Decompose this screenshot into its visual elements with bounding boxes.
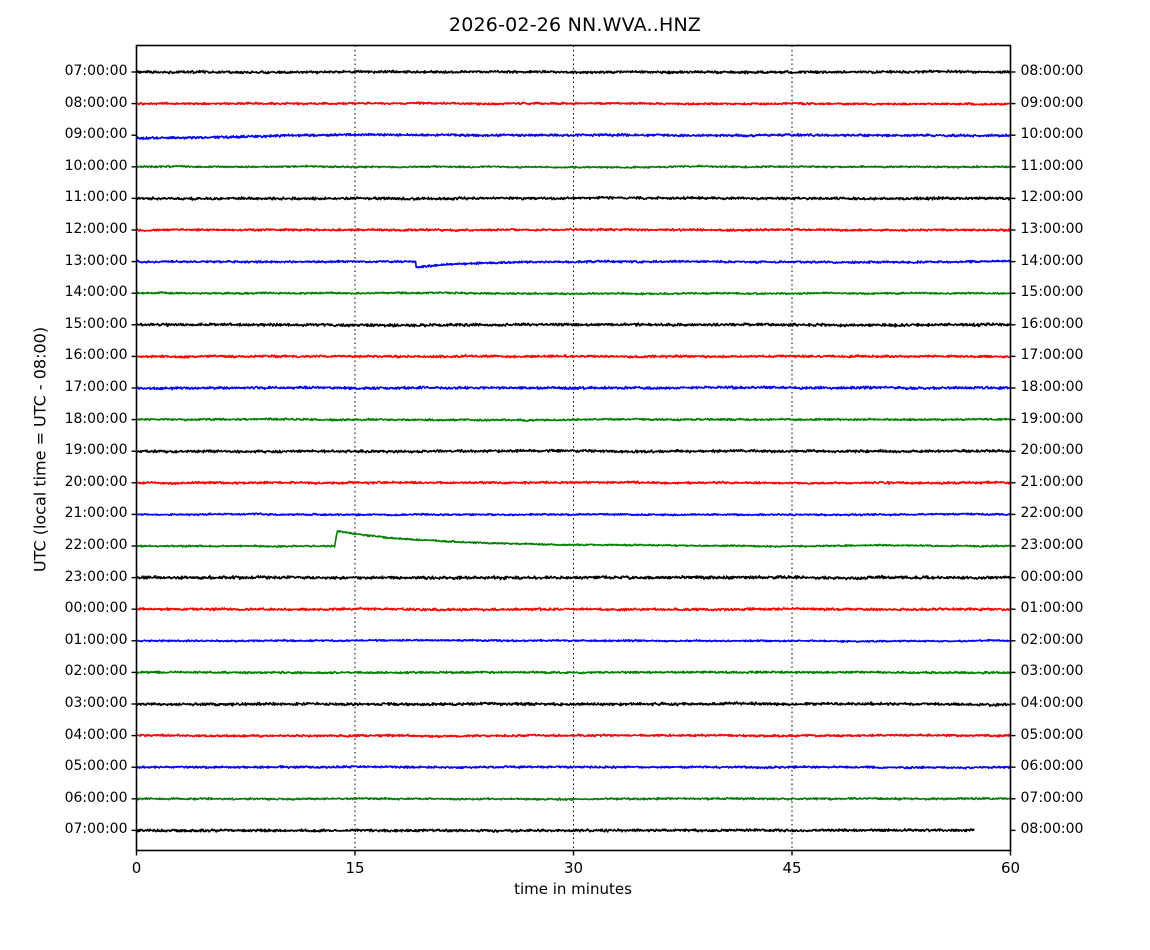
y-tick-label-left: 09:00:00 [64, 126, 128, 143]
plot-frame [135, 44, 1012, 852]
y-tick-label-left: 06:00:00 [64, 789, 128, 806]
y-tick-label-right: 11:00:00 [1020, 157, 1084, 174]
y-tick-label-left: 19:00:00 [64, 442, 128, 459]
trace-line [136, 733, 1012, 739]
trace-line [136, 69, 1012, 75]
trace-line [136, 164, 1012, 170]
x-tick-label: 45 [782, 858, 802, 877]
trace-line [135, 448, 1012, 454]
y-tick-label-left: 07:00:00 [64, 821, 128, 838]
y-tick-label-right: 19:00:00 [1020, 410, 1084, 427]
trace-line [136, 101, 1011, 107]
trace-line [135, 195, 1011, 201]
y-tick-label-left: 16:00:00 [64, 347, 128, 364]
y-tick-label-left: 22:00:00 [64, 537, 128, 553]
y-tick-label-left: 11:00:00 [64, 189, 128, 206]
trace-line [135, 132, 1012, 140]
y-tick-label-left: 12:00:00 [64, 221, 128, 237]
y-tick-label-left: 08:00:00 [64, 94, 128, 111]
y-tick-label-left: 05:00:00 [64, 758, 128, 775]
y-tick-label-right: 15:00:00 [1020, 284, 1084, 301]
y-tick-label-right: 07:00:00 [1020, 789, 1084, 806]
y-tick-label-left: 14:00:00 [64, 284, 128, 301]
seismic-traces [135, 69, 1012, 833]
y-tick-label-left: 17:00:00 [64, 379, 128, 395]
y-tick-label-left: 04:00:00 [64, 726, 128, 743]
y-tick-label-left: 15:00:00 [64, 315, 128, 332]
y-tick-label-right: 10:00:00 [1020, 126, 1084, 143]
y-tick-label-right: 00:00:00 [1020, 568, 1084, 585]
trace-line [135, 574, 1011, 581]
y-tick-label-right: 05:00:00 [1020, 726, 1084, 743]
trace-line [135, 670, 1012, 675]
y-tick-label-left: 01:00:00 [64, 631, 128, 648]
y-tick-label-left: 02:00:00 [64, 663, 128, 680]
y-tick-label-left: 13:00:00 [64, 252, 128, 269]
trace-line [136, 291, 1011, 296]
x-tick-label: 30 [563, 858, 584, 877]
trace-line [135, 385, 1012, 391]
y-tick-label-left: 23:00:00 [64, 568, 128, 585]
y-tick-label-left: 21:00:00 [64, 505, 128, 522]
page-title: 2026-02-26 NN.WVA..HNZ [448, 14, 702, 36]
y-tick-label-right: 03:00:00 [1020, 663, 1084, 680]
trace-line [136, 606, 1012, 612]
trace-line [135, 259, 1012, 269]
y-tick-label-left: 00:00:00 [64, 600, 128, 617]
axis-ticks [131, 71, 1016, 856]
y-tick-label-right: 08:00:00 [1020, 821, 1084, 838]
x-tick-label: 0 [131, 858, 142, 877]
y-tick-label-left: 18:00:00 [64, 410, 128, 427]
y-tick-label-right: 06:00:00 [1020, 758, 1084, 775]
y-tick-label-right: 14:00:00 [1020, 252, 1084, 269]
trace-line [136, 796, 1012, 801]
y-tick-label-right: 23:00:00 [1020, 537, 1084, 553]
x-tick-label: 15 [345, 858, 365, 877]
y-tick-label-right: 16:00:00 [1020, 315, 1084, 332]
y-tick-label-right: 09:00:00 [1020, 94, 1084, 111]
trace-line [136, 417, 1011, 422]
trace-line [135, 512, 1012, 517]
trace-line [136, 530, 1011, 548]
trace-line [135, 828, 975, 833]
y-tick-label-right: 22:00:00 [1020, 505, 1084, 522]
x-tick-label: 60 [1000, 858, 1021, 877]
y-tick-label-left: 10:00:00 [64, 157, 128, 174]
trace-line [135, 322, 1012, 328]
trace-line [136, 764, 1012, 770]
y-tick-label-right: 20:00:00 [1020, 442, 1084, 459]
y-tick-label-right: 01:00:00 [1020, 600, 1084, 617]
y-tick-label-right: 13:00:00 [1020, 221, 1084, 237]
trace-line [136, 354, 1011, 359]
trace-line [136, 638, 1011, 644]
y-tick-label-right: 02:00:00 [1020, 631, 1084, 648]
y-tick-label-left: 03:00:00 [64, 695, 128, 711]
trace-line [136, 227, 1011, 233]
y-tick-label-left: 20:00:00 [64, 473, 128, 490]
y-tick-label-right: 12:00:00 [1020, 189, 1084, 206]
x-axis-label: time in minutes [514, 880, 632, 898]
trace-line [135, 480, 1012, 486]
y-tick-label-right: 21:00:00 [1020, 473, 1084, 490]
y-tick-label-right: 18:00:00 [1020, 379, 1084, 395]
trace-line [135, 701, 1011, 707]
y-tick-label-right: 04:00:00 [1020, 695, 1084, 711]
y-tick-label-right: 17:00:00 [1020, 347, 1084, 364]
gridlines [354, 45, 793, 851]
y-tick-label-right: 08:00:00 [1020, 63, 1084, 79]
y-tick-label-left: 07:00:00 [64, 63, 128, 79]
